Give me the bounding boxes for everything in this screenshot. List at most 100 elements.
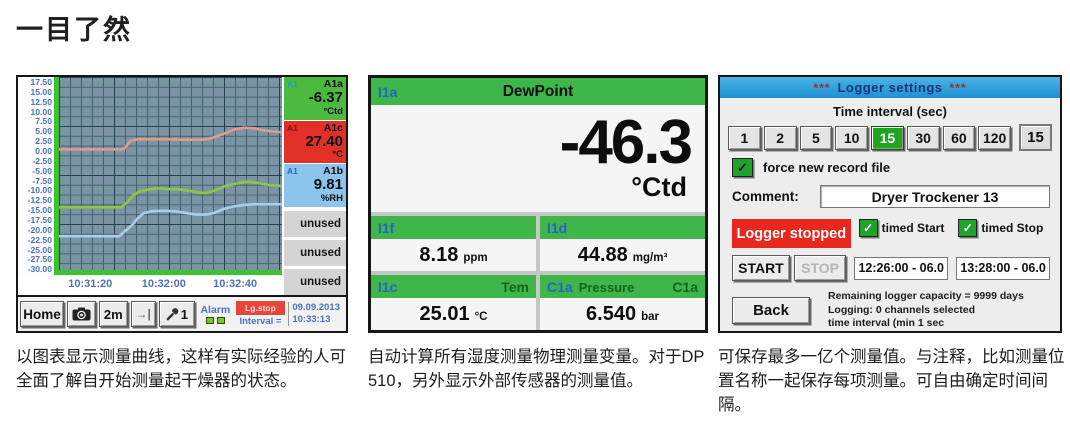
logger-status-badge: Lg.stop	[235, 301, 286, 315]
info-capacity: Remaining logger capacity = 9999 days	[828, 290, 1024, 302]
channel-cell-a1c[interactable]: A1 A1c 27.40 °C	[284, 120, 346, 164]
y-axis-tick: -25.00	[27, 244, 52, 255]
y-axis-tick: -22.50	[27, 234, 52, 245]
value-cell-i1c[interactable]: I1c Tem 25.01 °C	[371, 275, 536, 330]
channel-id: A1b	[323, 165, 343, 178]
channel-column: A1 A1a -6.37 °Ctd A1 A1c 27.40 °C A1 A1b 9.…	[284, 77, 346, 296]
alarm-led-icon	[216, 317, 225, 324]
timed-start-time-field[interactable]: 12:26:00 - 06.0	[854, 256, 949, 280]
force-new-record-row: ✓ force new record file	[732, 158, 1060, 177]
y-axis-tick: -17.50	[27, 215, 52, 226]
channel-id: A1a	[323, 78, 343, 90]
timed-start-checkbox[interactable]: ✓	[858, 219, 878, 237]
logger-settings-screen: *** Logger settings *** Time interval (s…	[718, 75, 1062, 333]
screenshot-button[interactable]	[67, 301, 96, 327]
main-channel-id: I1a	[378, 83, 398, 100]
cell-header-right: Tem	[501, 278, 529, 295]
start-button[interactable]: START	[732, 255, 790, 281]
value-cell-c1a[interactable]: C1a Pressure C1a 6.540 bar	[540, 275, 705, 330]
comment-input[interactable]: Dryer Trockener 13	[820, 185, 1050, 208]
y-axis-tick: -2.50	[32, 155, 52, 166]
interval-button-120[interactable]: 120	[978, 125, 1011, 150]
channel-slot-unused[interactable]: unused	[284, 268, 346, 296]
logger-info: Remaining logger capacity = 9999 days Lo…	[828, 290, 1024, 331]
stop-button[interactable]: STOP	[793, 255, 847, 281]
back-button[interactable]: Back	[732, 296, 810, 324]
timed-stop-checkbox[interactable]: ✓	[958, 219, 978, 237]
channel-value: 27.40	[305, 132, 343, 150]
page-title: 一目了然	[16, 15, 132, 45]
force-new-record-checkbox[interactable]: ✓	[732, 158, 753, 177]
step-arrow-icon: →|	[135, 307, 151, 321]
cell-header-right: C1a	[672, 278, 698, 295]
chart-plot-area	[54, 77, 282, 275]
x-axis-tick: 10:32:00	[141, 278, 186, 290]
interval-button-1[interactable]: 1	[728, 125, 761, 150]
channel-slot-unused[interactable]: unused	[284, 239, 346, 266]
channel-value: -6.37	[308, 89, 343, 106]
time-interval-label: Time interval (sec)	[833, 104, 947, 119]
home-button[interactable]: Home	[20, 301, 65, 327]
time-value: 10:33:13	[292, 314, 331, 325]
y-axis-tick: 5.00	[35, 126, 52, 137]
date-value: 09.09.2013	[292, 302, 340, 314]
interval-button-10[interactable]: 10	[835, 125, 868, 150]
setup-button[interactable]: 1	[158, 301, 196, 327]
logger-stopped-badge: Logger stopped	[732, 219, 851, 248]
scroll-to-end-button[interactable]: →|	[130, 301, 156, 327]
y-axis-tick: -15.00	[27, 205, 52, 216]
y-axis-tick: -5.00	[32, 165, 52, 176]
channel-unit: °C	[332, 149, 343, 161]
logger-status-cluster: Lg.stop Interval =	[235, 301, 286, 327]
interval-button-row: 1 2 5 10 15 30 60 120 15	[728, 124, 1052, 151]
cell-unit: mg/m³	[632, 252, 668, 264]
timed-start-label: timed Start	[881, 221, 945, 235]
cell-channel-id: I1d	[547, 219, 568, 236]
interval-button-5[interactable]: 5	[799, 125, 833, 150]
time-range-button[interactable]: 2m	[98, 301, 128, 327]
timed-stop-time-field[interactable]: 13:28:00 - 06.0	[956, 256, 1050, 280]
cell-value: 44.88	[577, 243, 628, 266]
title-decoration: ***	[949, 80, 967, 95]
x-axis-tick: 10:32:40	[213, 278, 258, 290]
chart-toolbar: Home 2m →| 1 Alarm Lg.stop Interval = 09…	[18, 295, 346, 331]
cell-value: 25.01	[419, 302, 470, 325]
y-axis-tick: -30.00	[27, 264, 52, 275]
y-axis-tick: -7.50	[32, 175, 52, 186]
check-icon: ✓	[863, 221, 874, 235]
info-interval: time interval (min 1 sec	[828, 317, 945, 330]
bottom-row: Back Remaining logger capacity = 9999 da…	[732, 290, 1050, 331]
y-axis-tick: 10.00	[30, 106, 52, 117]
interval-label: Interval =	[239, 316, 282, 327]
timed-start-group: ✓ timed Start	[858, 219, 951, 237]
value-cell-i1d[interactable]: I1d 44.88 mg/m³	[540, 216, 705, 271]
chart-line-curve-green	[59, 182, 282, 207]
channel-unit: °Ctd	[323, 105, 343, 117]
x-axis-tick: 10:31:20	[68, 278, 113, 290]
y-axis-tick: 17.50	[30, 77, 52, 87]
channel-cell-a1a[interactable]: A1 A1a -6.37 °Ctd	[284, 77, 346, 120]
alarm-label: Alarm	[200, 304, 231, 316]
caption-center: 自动计算所有湿度测量物理测量变量。对于DP 510，另外显示外部传感器的测量值。	[368, 348, 705, 390]
interval-button-15[interactable]: 15	[871, 125, 904, 150]
dewpoint-screen: I1a DewPoint -46.3 °Ctd I1f 8.18 ppm I1d …	[368, 75, 708, 333]
caption-right: 可保存最多一亿个测量值。与注释，比如测量位置名称一起保存每项测量。可自由确定时间…	[718, 348, 1065, 414]
channel-slot-unused[interactable]: unused	[284, 210, 346, 237]
main-value: -46.3	[559, 107, 693, 177]
channel-tag: A1	[287, 166, 298, 177]
comment-row: Comment: Dryer Trockener 13	[732, 185, 1050, 208]
interval-button-60[interactable]: 60	[942, 125, 976, 150]
main-unit: °Ctd	[631, 172, 687, 203]
check-icon: ✓	[737, 159, 748, 175]
logger-status-row: Logger stopped ✓ timed Start ✓ timed Sto…	[732, 219, 1050, 248]
y-axis-labels: 17.50 15.00 12.50 10.00 7.50 5.00 2.50 0.00 -2.5…	[18, 77, 54, 275]
cell-unit: ppm	[463, 252, 488, 264]
y-axis-tick: -27.50	[27, 254, 52, 265]
channel-cell-a1b[interactable]: A1 A1b 9.81 %RH	[284, 164, 346, 207]
interval-button-30[interactable]: 30	[906, 125, 940, 150]
cell-channel-id: C1a	[547, 278, 573, 295]
y-axis-tick: 12.50	[30, 96, 52, 107]
value-cell-i1f[interactable]: I1f 8.18 ppm	[371, 216, 536, 271]
interval-button-2[interactable]: 2	[763, 125, 797, 150]
chart-line-curve-pink	[59, 128, 282, 150]
